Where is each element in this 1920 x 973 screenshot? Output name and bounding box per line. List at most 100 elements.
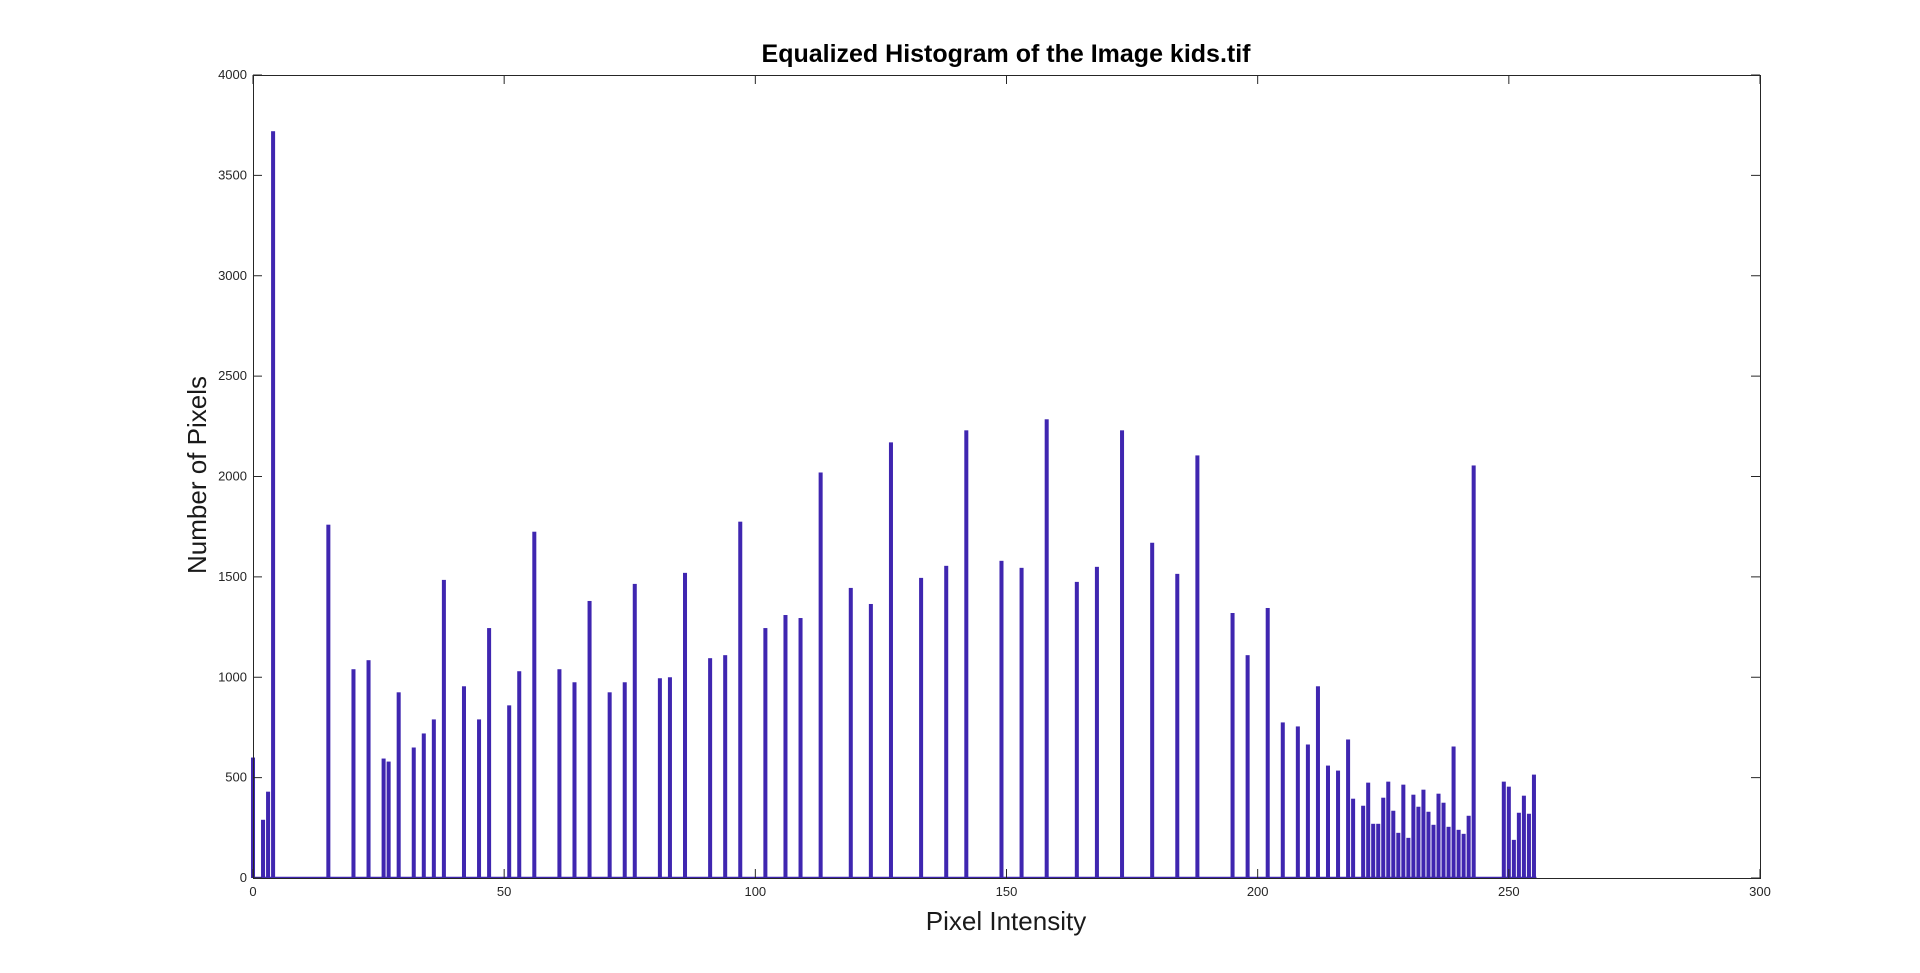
x-tick-label: 150 <box>996 884 1018 899</box>
histogram-bar <box>326 524 331 878</box>
axes-box <box>253 75 1761 879</box>
histogram-bar <box>1315 686 1320 878</box>
histogram-bar <box>1451 746 1456 878</box>
histogram-bar <box>783 615 788 878</box>
histogram-bar <box>1391 810 1396 878</box>
x-tick-label: 300 <box>1749 884 1771 899</box>
histogram-bar <box>1426 811 1431 878</box>
histogram-bar <box>1346 739 1351 878</box>
histogram-bar <box>1305 744 1310 878</box>
x-tick-label: 0 <box>249 884 256 899</box>
histogram-bar <box>507 705 512 878</box>
histogram-bar <box>411 747 416 878</box>
histogram-bar <box>1325 765 1330 878</box>
histogram-bar <box>1280 722 1285 878</box>
plot-area <box>253 75 1760 878</box>
histogram-bar <box>1441 802 1446 878</box>
y-tick-label: 3500 <box>218 167 247 182</box>
histogram-bar <box>1336 770 1341 878</box>
histogram-bar <box>1044 419 1049 878</box>
histogram-bar <box>461 686 466 878</box>
histogram-bar <box>999 560 1004 878</box>
histogram-bar <box>266 791 271 878</box>
histogram-bar <box>1446 826 1451 878</box>
histogram-bar <box>1401 784 1406 878</box>
histogram-bar <box>763 628 768 878</box>
y-tick-label: 2500 <box>218 368 247 383</box>
histogram-bar <box>1431 824 1436 878</box>
histogram-bar <box>723 655 728 878</box>
histogram-bar <box>1521 795 1526 878</box>
ticks-group: 0 50 100 150 200 250 3000500100015002000250030… <box>218 67 1771 899</box>
histogram-bar <box>1230 613 1235 878</box>
histogram-bar <box>1396 832 1401 878</box>
histogram-bar <box>1471 465 1476 878</box>
histogram-bar <box>657 678 662 878</box>
histogram-bar <box>572 682 577 878</box>
histogram-bar <box>738 521 743 878</box>
histogram-bar <box>1245 655 1250 878</box>
histogram-bar <box>396 692 401 878</box>
histogram-bar <box>708 658 713 878</box>
histogram-bar <box>919 577 924 878</box>
histogram-bar <box>587 600 592 878</box>
histogram-bar <box>557 669 562 878</box>
histogram-bar <box>944 565 949 878</box>
histogram-bar <box>622 682 627 878</box>
x-axis-label: Pixel Intensity <box>926 906 1086 936</box>
histogram-bar <box>1386 781 1391 878</box>
chart-title: Equalized Histogram of the Image kids.ti… <box>762 40 1252 68</box>
x-tick-label: 50 <box>497 884 511 899</box>
histogram-bar <box>1466 815 1471 878</box>
histogram-bar <box>1094 566 1099 878</box>
histogram-bar <box>1516 812 1521 878</box>
histogram-bar <box>1501 781 1506 878</box>
histogram-bar <box>532 531 537 878</box>
y-axis-label: Number of Pixels <box>182 376 212 574</box>
histogram-bar <box>1074 581 1079 878</box>
histogram-bar <box>848 587 853 878</box>
histogram-bar <box>1416 806 1421 878</box>
histogram-bar <box>366 660 371 878</box>
bars-group <box>250 131 1537 879</box>
histogram-bar <box>386 761 391 878</box>
histogram-bar <box>1366 782 1371 878</box>
histogram-bar <box>1511 839 1516 878</box>
histogram-bar <box>1265 607 1270 878</box>
histogram-bar <box>1421 789 1426 878</box>
histogram-bar <box>421 733 426 878</box>
histogram-bar <box>1406 837 1411 878</box>
y-tick-label: 1000 <box>218 669 247 684</box>
histogram-bar <box>1381 797 1386 878</box>
y-tick-label: 0 <box>240 870 247 885</box>
x-tick-label: 200 <box>1247 884 1269 899</box>
histogram-bar <box>381 758 386 878</box>
histogram-bar <box>487 628 492 878</box>
histogram-bar <box>1019 567 1024 878</box>
histogram-bar <box>667 677 672 878</box>
histogram-bar <box>1120 430 1125 878</box>
histogram-bar <box>1436 793 1441 878</box>
histogram-bar <box>888 442 893 878</box>
histogram-bar <box>1150 542 1155 878</box>
histogram-bar <box>1371 823 1376 878</box>
histogram-bar <box>798 618 803 878</box>
histogram-bar <box>517 671 522 878</box>
histogram-bar <box>261 819 266 878</box>
histogram-bar <box>431 719 436 878</box>
y-tick-label: 3000 <box>218 268 247 283</box>
histogram-bar <box>1526 813 1531 878</box>
histogram-bar <box>868 603 873 878</box>
histogram-bar <box>1506 786 1511 878</box>
histogram-bar <box>964 430 969 878</box>
histogram-bar <box>607 692 612 878</box>
histogram-bar <box>1351 798 1356 878</box>
histogram-bar <box>1376 823 1381 878</box>
histogram-bar <box>1461 833 1466 878</box>
y-tick-label: 2000 <box>218 469 247 484</box>
histogram-bar <box>1456 829 1461 878</box>
histogram-bar <box>1295 726 1300 878</box>
x-tick-label: 100 <box>744 884 766 899</box>
y-tick-label: 500 <box>225 770 247 785</box>
